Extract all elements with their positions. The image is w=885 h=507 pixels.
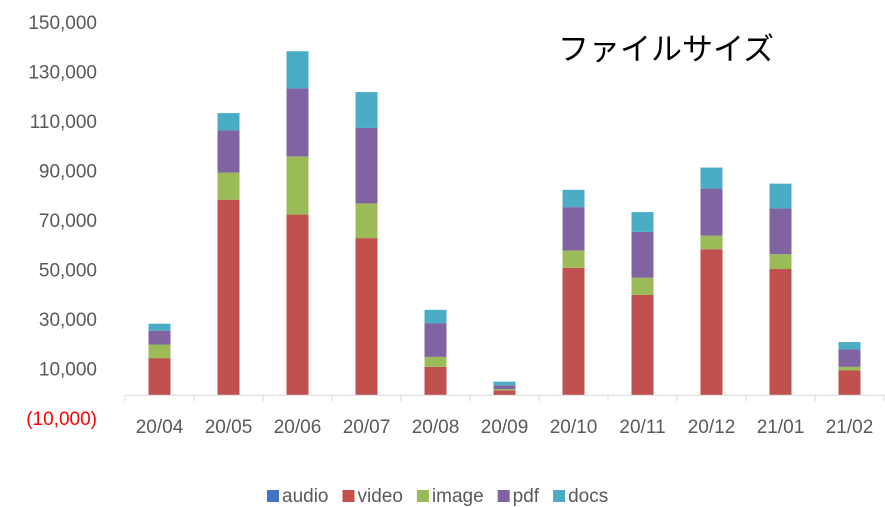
bar-segment — [700, 188, 723, 236]
x-tick-label: 20/12 — [688, 417, 736, 438]
bar-segment — [148, 358, 171, 396]
bar-segment — [217, 172, 240, 200]
bar-segment — [700, 249, 723, 396]
x-tick-label: 20/06 — [274, 417, 322, 438]
x-tick-label: 20/11 — [619, 417, 665, 438]
bar-segment — [631, 277, 654, 296]
bar-segment — [286, 214, 309, 396]
legend-swatch — [553, 490, 566, 502]
bar-segment — [700, 167, 723, 189]
bar-segment — [424, 323, 447, 357]
y-tick-label: 10,000 — [39, 360, 97, 381]
bar-segment — [493, 381, 516, 386]
legend-swatch — [497, 490, 510, 502]
bar-segment — [493, 390, 516, 396]
bar-segment — [424, 356, 447, 367]
legend-label: video — [358, 486, 403, 507]
x-tick-label: 20/10 — [550, 417, 598, 438]
bar-segment — [562, 207, 585, 251]
bar-segment — [838, 370, 861, 396]
bar-segment — [838, 342, 861, 350]
bar-segment — [217, 199, 240, 396]
bar-segment — [769, 183, 792, 209]
x-tick-label: 20/05 — [205, 417, 253, 438]
y-tick-label: 70,000 — [39, 211, 97, 232]
legend-swatch — [342, 490, 355, 502]
bar-segment — [631, 231, 654, 278]
bar-segment — [148, 330, 171, 345]
x-tick-label: 20/08 — [412, 417, 460, 438]
legend-swatch — [416, 490, 429, 502]
bar-segment — [286, 51, 309, 89]
bar-segment — [148, 323, 171, 331]
bar-segment — [286, 156, 309, 215]
bar-segment — [424, 309, 447, 324]
x-tick-label: 21/02 — [826, 417, 874, 438]
bar-segment — [769, 208, 792, 255]
y-tick-label: 110,000 — [30, 112, 97, 133]
bar-segment — [286, 88, 309, 157]
x-tick-label: 20/04 — [136, 417, 184, 438]
y-tick-label: 90,000 — [39, 162, 97, 183]
y-tick-label: 30,000 — [39, 310, 97, 331]
bar-segment — [562, 189, 585, 208]
legend-label: docs — [568, 486, 608, 507]
bar-segment — [562, 267, 585, 396]
legend-label: pdf — [513, 486, 540, 507]
bar-segment — [769, 269, 792, 396]
bar-segment — [493, 385, 516, 390]
x-tick-label: 20/07 — [343, 417, 391, 438]
chart-title: ファイルサイズ — [558, 32, 774, 67]
bar-segment — [562, 250, 585, 268]
y-tick-label: 150,000 — [28, 13, 97, 34]
bar-segment — [700, 235, 723, 250]
bar-segment — [838, 349, 861, 367]
bar-segment — [217, 130, 240, 173]
x-tick-label: 20/09 — [481, 417, 529, 438]
y-tick-label: 130,000 — [28, 63, 97, 84]
bar-segment — [355, 203, 378, 239]
bar-segment — [355, 127, 378, 204]
bar-segment — [424, 366, 447, 396]
bar-segment — [631, 295, 654, 396]
bar-segment — [217, 113, 240, 131]
bar-segment — [355, 238, 378, 396]
bar-segment — [838, 366, 861, 371]
bar-segment — [148, 344, 171, 359]
legend-swatch — [267, 490, 279, 502]
legend-label: audio — [282, 486, 329, 507]
bar-segment — [631, 212, 654, 232]
y-tick-label: (10,000) — [26, 409, 97, 430]
bar-segment — [769, 254, 792, 270]
bar-segment — [355, 92, 378, 128]
bar-segment — [493, 389, 516, 391]
x-tick-label: 21/01 — [757, 417, 805, 438]
y-tick-label: 50,000 — [39, 261, 97, 282]
legend-label: image — [432, 486, 484, 507]
